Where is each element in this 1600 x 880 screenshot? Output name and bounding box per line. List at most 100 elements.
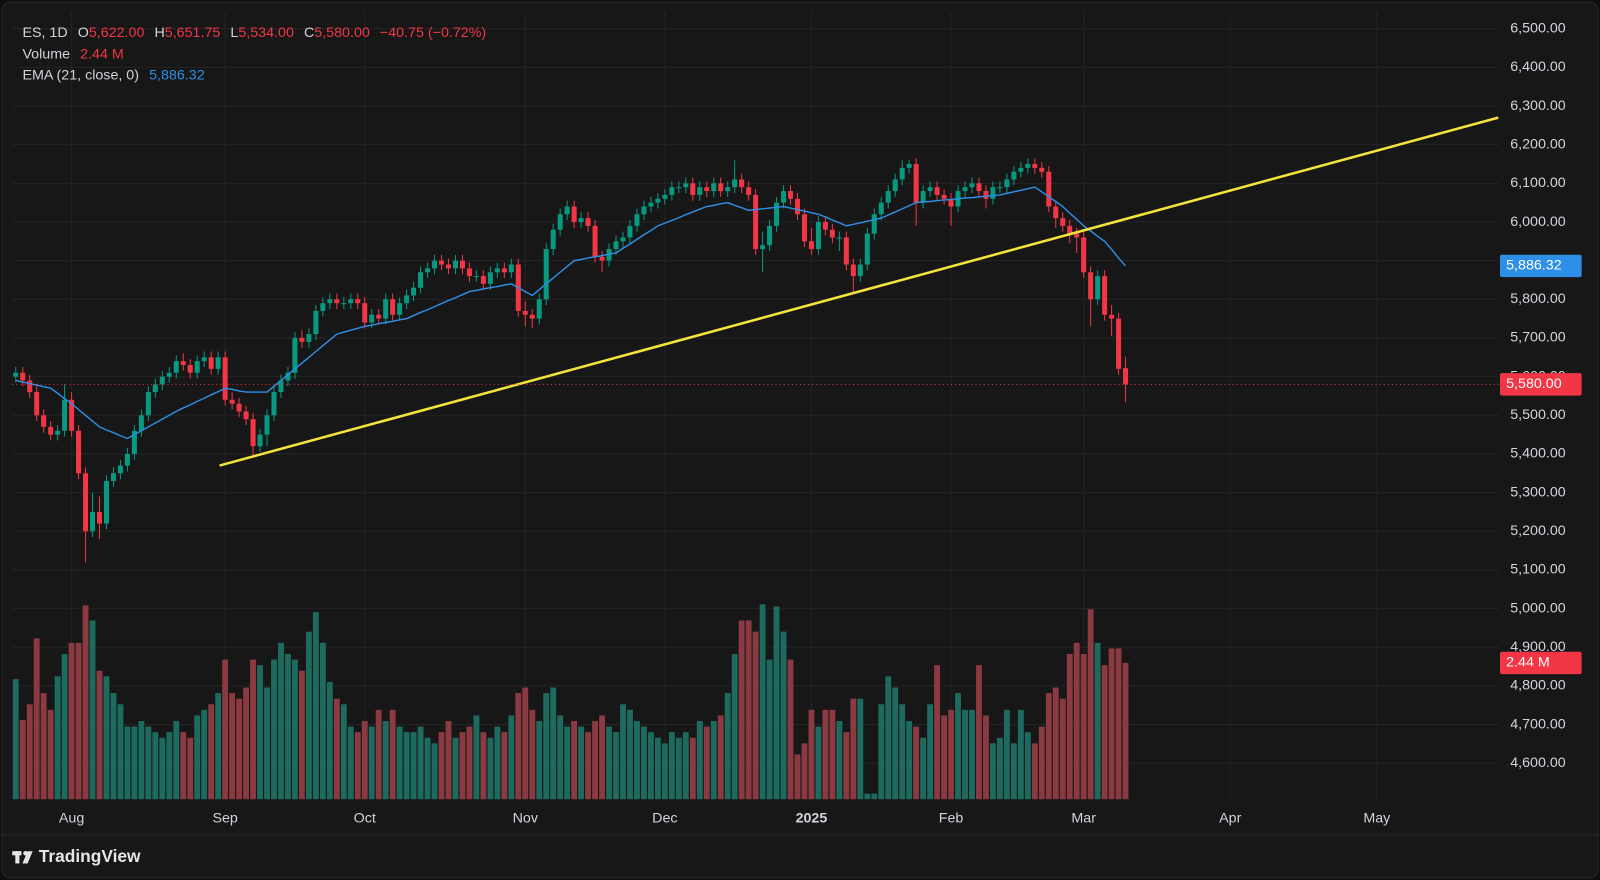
volume-bar <box>941 715 948 800</box>
volume-bar <box>710 721 717 800</box>
candle-body <box>864 233 870 265</box>
candle-body <box>369 314 375 323</box>
candle-body <box>941 194 947 199</box>
volume-bar <box>229 693 236 800</box>
candle-body <box>571 206 577 222</box>
volume-bar <box>780 631 787 800</box>
candle-body <box>801 214 807 242</box>
volume-bar <box>529 709 536 800</box>
volume-value: 2.44 M <box>80 46 124 62</box>
candle-body <box>529 314 535 319</box>
volume-bar <box>473 715 480 800</box>
volume-bar <box>61 653 68 800</box>
candle-body <box>320 303 326 311</box>
volume-bar <box>145 726 152 800</box>
candle-body <box>599 256 605 261</box>
volume-bar <box>752 631 759 800</box>
volume-bar <box>396 726 403 800</box>
candle-body <box>264 415 270 435</box>
y-tick-label: 5,400.00 <box>1510 446 1566 462</box>
candle-body <box>1067 225 1073 234</box>
volume-bar <box>815 726 822 800</box>
candle-body <box>990 187 996 199</box>
volume-bar <box>871 793 878 800</box>
candle-body <box>390 299 396 315</box>
candle-body <box>808 241 814 250</box>
volume-bar <box>264 687 270 800</box>
volume-bar <box>696 721 703 800</box>
volume-bar <box>955 693 961 800</box>
volume-bar <box>1101 665 1108 800</box>
volume-bar <box>187 737 194 800</box>
candle-body <box>76 430 82 474</box>
candle-body <box>341 303 347 305</box>
candle-body <box>362 303 368 323</box>
close-value: 5,580.00 <box>314 25 370 41</box>
volume-bar <box>627 709 633 800</box>
candle-body <box>117 465 123 474</box>
y-tick-label: 5,000.00 <box>1510 600 1566 616</box>
volume-bar <box>117 704 124 800</box>
volume-bar <box>738 620 745 800</box>
volume-bar <box>969 709 975 800</box>
y-tick-label: 4,600.00 <box>1510 755 1566 771</box>
volume-bar <box>1080 653 1087 800</box>
volume-bar <box>996 737 1003 800</box>
candle-body <box>110 473 116 482</box>
volume <box>12 604 1129 800</box>
candle-body <box>138 415 144 431</box>
candle-body <box>829 229 835 238</box>
volume-bar <box>403 732 410 800</box>
candle-body <box>250 419 256 447</box>
volume-bar <box>319 642 326 800</box>
candle-body <box>536 299 542 319</box>
candle-body <box>739 179 745 188</box>
candle-body <box>822 221 828 230</box>
volume-bar <box>745 620 752 800</box>
volume-bar <box>33 638 40 800</box>
volume-bar <box>410 732 417 800</box>
candle-body <box>487 272 493 284</box>
candle-body <box>166 372 172 377</box>
volume-bar <box>606 726 612 800</box>
candle-body <box>208 357 214 369</box>
candle-body <box>836 237 842 239</box>
volume-bar <box>682 732 689 800</box>
candle-body <box>711 183 717 192</box>
volume-bar <box>1031 743 1038 800</box>
candle-body <box>222 357 228 400</box>
volume-bar <box>522 687 529 800</box>
volume-bar <box>236 698 243 800</box>
candle-body <box>892 179 898 192</box>
ema-tag-bg <box>1500 254 1582 278</box>
volume-bar <box>1094 642 1101 800</box>
volume-bar <box>983 715 989 800</box>
volume-bar <box>340 704 347 800</box>
candle-body <box>1081 237 1087 273</box>
candle-body <box>327 299 333 304</box>
volume-bar <box>26 704 33 800</box>
candle-body <box>913 163 919 203</box>
volume-bar <box>96 670 103 800</box>
candle-body <box>746 187 752 195</box>
volume-bar <box>68 642 75 800</box>
volume-bar <box>1024 732 1031 800</box>
volume-bar <box>298 670 305 800</box>
brand: TradingView <box>39 846 141 866</box>
volume-bar <box>368 726 375 800</box>
volume-bar <box>54 676 61 800</box>
x-tick-label: 2025 <box>796 810 828 826</box>
volume-bar <box>585 732 592 800</box>
volume-bar <box>787 659 794 800</box>
candle-body <box>229 399 235 404</box>
volume-bar <box>634 721 640 800</box>
y-tick-label: 5,500.00 <box>1510 407 1566 423</box>
y-tick-label: 4,700.00 <box>1510 716 1566 732</box>
candle-body <box>55 430 61 435</box>
volume-bar <box>459 732 466 800</box>
y-tick-label: 5,200.00 <box>1510 523 1566 539</box>
volume-bar <box>536 721 543 800</box>
volume-bar <box>989 743 996 800</box>
volume-bar <box>1045 693 1052 800</box>
